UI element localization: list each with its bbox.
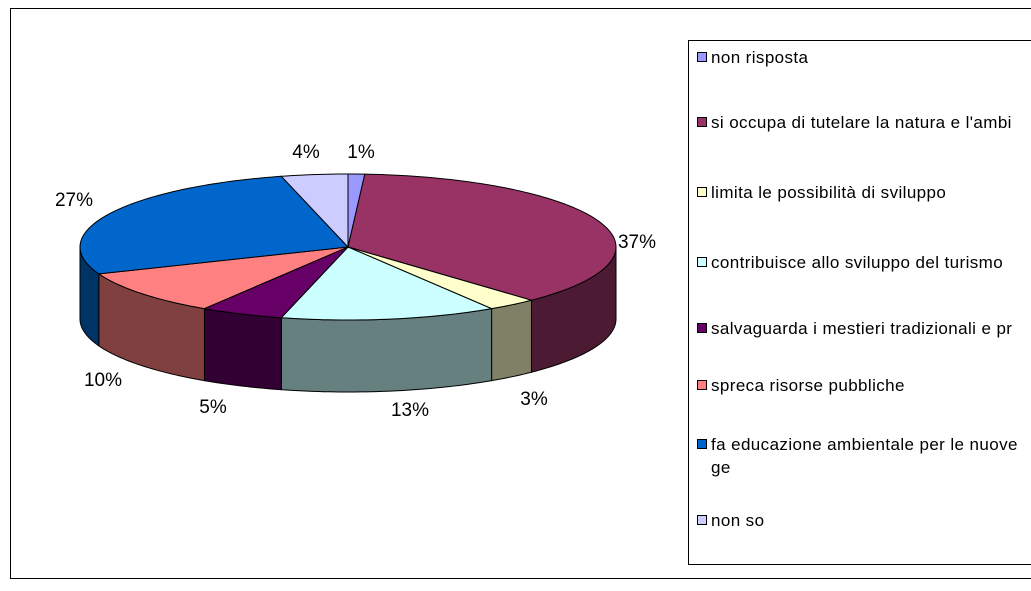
legend-label: spreca risorse pubbliche xyxy=(711,376,905,395)
pie-slice xyxy=(280,246,494,321)
legend: non risposta si occupa di tutelare la nat… xyxy=(688,40,1031,565)
data-label: 37% xyxy=(618,232,656,253)
pie-side xyxy=(203,308,282,391)
legend-swatch xyxy=(697,439,707,449)
legend-label: si occupa di tutelare la natura e l'ambi xyxy=(711,113,1012,132)
legend-label: non so xyxy=(711,511,765,530)
data-label: 5% xyxy=(199,397,227,418)
legend-swatch xyxy=(697,117,707,127)
pie-side xyxy=(280,308,493,393)
legend-swatch xyxy=(697,187,707,197)
pie-slice xyxy=(97,246,349,310)
data-label: 27% xyxy=(55,190,93,211)
legend-label: fa educazione ambientale per le nuove ge xyxy=(711,435,1018,477)
legend-label: limita le possibilità di sviluppo xyxy=(711,183,947,202)
pie-top xyxy=(79,173,617,321)
legend-swatch xyxy=(697,257,707,267)
pie-slice xyxy=(347,173,617,301)
legend-swatch xyxy=(697,323,707,333)
pie-sides xyxy=(79,246,617,393)
data-label: 4% xyxy=(292,142,320,163)
data-label: 3% xyxy=(520,389,548,410)
pie-side xyxy=(491,299,532,382)
pie-slice xyxy=(79,175,350,275)
pie-slice xyxy=(202,246,349,319)
data-label: 10% xyxy=(84,370,122,391)
legend-swatch xyxy=(697,515,707,525)
legend-swatch xyxy=(697,52,707,62)
legend-label: non risposta xyxy=(711,48,809,67)
pie-slice xyxy=(280,173,349,249)
legend-swatch xyxy=(697,380,707,390)
legend-label: contribuisce allo sviluppo del turismo xyxy=(711,253,1004,272)
data-label: 13% xyxy=(391,400,429,421)
data-label: 1% xyxy=(347,142,375,163)
pie-slice xyxy=(347,246,534,310)
legend-label: salvaguarda i mestieri tradizionali e pr xyxy=(711,319,1013,338)
